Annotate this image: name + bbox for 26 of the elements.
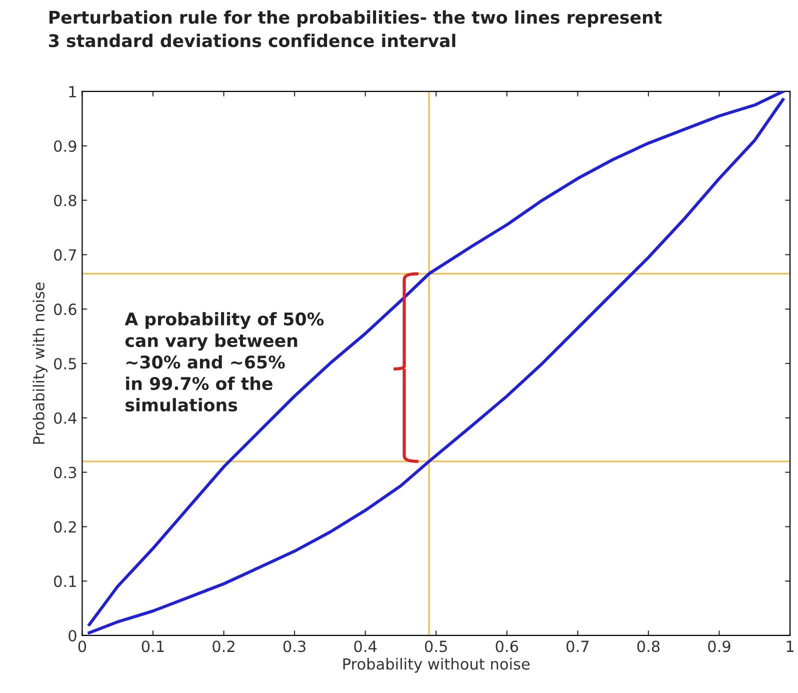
x-tick-label: 0 — [78, 640, 86, 652]
y-tick-label: 0.3 — [54, 466, 76, 478]
x-tick-label: 0.4 — [354, 640, 377, 652]
y-tick-label: 0 — [68, 630, 76, 642]
chart-title: Perturbation rule for the probabilities- the two lines represent 3 standard deviations confidence interval — [49, 10, 662, 48]
y-tick-label: 0.5 — [54, 358, 76, 370]
y-tick-label: 1 — [69, 86, 76, 98]
y-tick-label: 0.9 — [54, 140, 76, 152]
x-tick-label: 0.1 — [142, 640, 164, 652]
y-tick-label: 0.7 — [54, 249, 76, 261]
x-tick-label: 0.7 — [566, 640, 589, 652]
y-tick-label: 0.2 — [54, 521, 76, 533]
x-tick-label: 0.2 — [212, 640, 234, 652]
y-axis-title: Probability with noise — [32, 282, 48, 444]
y-tick-label: 0.8 — [54, 194, 76, 206]
x-tick-label: 0.8 — [637, 640, 660, 652]
x-tick-label: 0.6 — [496, 640, 518, 652]
x-tick-label: 0.5 — [424, 640, 447, 652]
y-tick-label: 0.1 — [54, 576, 76, 588]
y-tick-label: 0.6 — [54, 304, 76, 316]
y-tick-label: 0.4 — [54, 412, 76, 424]
annotation: A probability of 50% can vary between ~30% and ~65% in 99.7% of the simulations — [124, 312, 324, 412]
x-tick-label: 0.3 — [283, 640, 306, 652]
x-tick-label: 1 — [786, 640, 794, 652]
x-axis-title: Probability without noise — [343, 658, 530, 673]
x-tick-label: 0.9 — [708, 640, 730, 652]
